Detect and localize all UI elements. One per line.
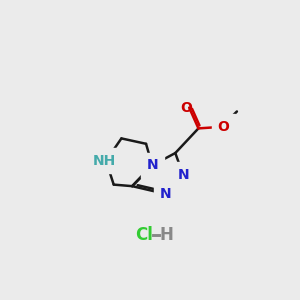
Text: Cl: Cl [136,226,153,244]
Text: N: N [160,187,171,201]
Text: N: N [146,158,158,172]
Text: O: O [217,120,229,134]
Text: H: H [159,226,173,244]
Text: NH: NH [93,154,116,168]
Text: O: O [180,100,192,115]
Text: N: N [178,168,190,182]
